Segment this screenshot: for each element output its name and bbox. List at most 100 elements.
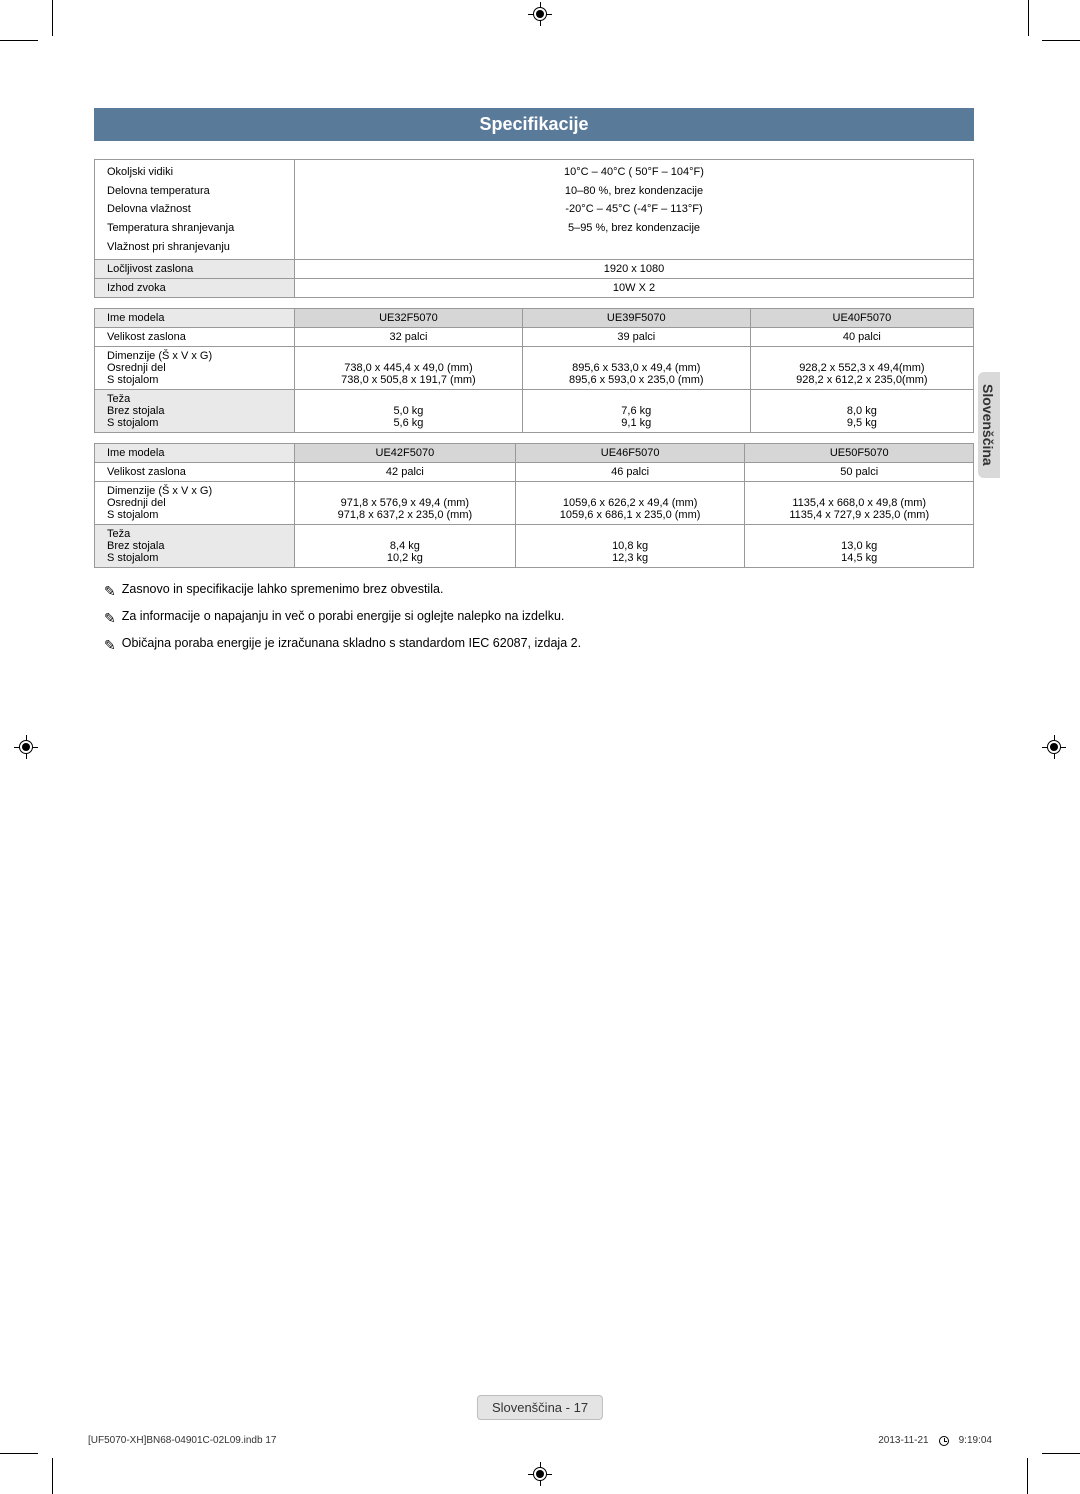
footer-filename: [UF5070-XH]BN68-04901C-02L09.indb 17 <box>88 1435 276 1446</box>
resolution-value: 1920 x 1080 <box>295 260 974 279</box>
footer-timestamp: 2013-11-21 9:19:04 <box>878 1435 992 1446</box>
dimension-value: 895,6 x 593,0 x 235,0 (mm) <box>531 374 742 386</box>
registration-mark-bottom <box>528 1462 552 1486</box>
dimensions-cell: 971,8 x 576,9 x 49,4 (mm) 971,8 x 637,2 … <box>295 482 516 525</box>
dimensions-cell: 928,2 x 552,3 x 49,4(mm) 928,2 x 612,2 x… <box>750 347 973 390</box>
registration-mark-left <box>14 735 38 759</box>
weight-cell: 5,0 kg 5,6 kg <box>295 390 523 433</box>
section-title: Specifikacije <box>94 108 974 141</box>
weight-value: 9,5 kg <box>759 417 965 429</box>
crop-line <box>52 1458 53 1494</box>
sound-output-label: Izhod zvoka <box>95 279 295 298</box>
page-container: Slovenščina Specifikacije Okoljski vidik… <box>82 42 998 1452</box>
screen-size-value: 39 palci <box>522 328 750 347</box>
note-text: Zasnovo in specifikacije lahko spremenim… <box>122 578 444 605</box>
weight-cell: 13,0 kg 14,5 kg <box>745 525 974 568</box>
weight-value: 8,4 kg <box>303 540 507 552</box>
env-row-label: Delovna temperatura <box>107 182 286 201</box>
note-text: Za informacije o napajanju in več o pora… <box>122 605 565 632</box>
dimensions-row-label: Osrednji del <box>107 497 286 509</box>
model-header: UE40F5070 <box>750 309 973 328</box>
env-row-value: 10–80 %, brez kondenzacije <box>303 182 965 201</box>
footer-time: 9:19:04 <box>959 1435 992 1446</box>
screen-size-value: 42 palci <box>295 463 516 482</box>
weight-header: Teža <box>107 528 286 540</box>
weight-value: 13,0 kg <box>753 540 965 552</box>
weight-cell: 7,6 kg 9,1 kg <box>522 390 750 433</box>
dimension-value: 928,2 x 552,3 x 49,4(mm) <box>759 362 965 374</box>
env-row-value: 10°C – 40°C ( 50°F – 104°F) <box>303 163 965 182</box>
note-text: Običajna poraba energije je izračunana s… <box>122 632 581 659</box>
crop-line <box>1042 1453 1080 1454</box>
dimensions-row-label: Osrednji del <box>107 362 286 374</box>
screen-size-value: 40 palci <box>750 328 973 347</box>
dimension-value: 1059,6 x 626,2 x 49,4 (mm) <box>524 497 737 509</box>
weight-value: 7,6 kg <box>531 405 742 417</box>
env-row-value: 5–95 %, brez kondenzacije <box>303 219 965 238</box>
screen-size-label: Velikost zaslona <box>95 328 295 347</box>
dimensions-cell: 895,6 x 533,0 x 49,4 (mm) 895,6 x 593,0 … <box>522 347 750 390</box>
clock-icon <box>939 1436 949 1446</box>
weight-row-label: Brez stojala <box>107 405 286 417</box>
language-side-tab: Slovenščina <box>978 372 1000 478</box>
crop-line <box>1042 40 1080 41</box>
note-item: ✎ Zasnovo in specifikacije lahko spremen… <box>94 578 974 605</box>
notes-section: ✎ Zasnovo in specifikacije lahko spremen… <box>94 578 974 658</box>
weight-cell: 10,8 kg 12,3 kg <box>515 525 745 568</box>
resolution-label: Ločljivost zaslona <box>95 260 295 279</box>
model-name-label: Ime modela <box>95 309 295 328</box>
screen-size-value: 46 palci <box>515 463 745 482</box>
weight-cell: 8,4 kg 10,2 kg <box>295 525 516 568</box>
weight-header: Teža <box>107 393 286 405</box>
dimensions-cell: 1135,4 x 668,0 x 49,8 (mm) 1135,4 x 727,… <box>745 482 974 525</box>
dimensions-labels: Dimenzije (Š x V x G) Osrednji del S sto… <box>95 347 295 390</box>
model-header: UE50F5070 <box>745 444 974 463</box>
weight-labels: Teža Brez stojala S stojalom <box>95 390 295 433</box>
weight-value: 8,0 kg <box>759 405 965 417</box>
weight-value: 9,1 kg <box>531 417 742 429</box>
model-header: UE39F5070 <box>522 309 750 328</box>
dimensions-header: Dimenzije (Š x V x G) <box>107 485 286 497</box>
model-header: UE32F5070 <box>295 309 523 328</box>
crop-line <box>1027 1458 1028 1494</box>
dimensions-labels: Dimenzije (Š x V x G) Osrednji del S sto… <box>95 482 295 525</box>
registration-mark-right <box>1042 735 1066 759</box>
weight-value: 10,2 kg <box>303 552 507 564</box>
env-row-value: -20°C – 45°C (-4°F – 113°F) <box>303 200 965 219</box>
sound-output-value: 10W X 2 <box>295 279 974 298</box>
screen-size-label: Velikost zaslona <box>95 463 295 482</box>
dimensions-header: Dimenzije (Š x V x G) <box>107 350 286 362</box>
crop-line <box>52 0 53 36</box>
weight-value: 5,0 kg <box>303 405 514 417</box>
dimensions-row-label: S stojalom <box>107 509 286 521</box>
dimension-value: 738,0 x 505,8 x 191,7 (mm) <box>303 374 514 386</box>
weight-labels: Teža Brez stojala S stojalom <box>95 525 295 568</box>
screen-size-value: 50 palci <box>745 463 974 482</box>
weight-value: 5,6 kg <box>303 417 514 429</box>
weight-value: 14,5 kg <box>753 552 965 564</box>
weight-value: 12,3 kg <box>524 552 737 564</box>
footer-date: 2013-11-21 <box>878 1435 928 1446</box>
dimension-value: 1059,6 x 686,1 x 235,0 (mm) <box>524 509 737 521</box>
weight-cell: 8,0 kg 9,5 kg <box>750 390 973 433</box>
note-item: ✎ Za informacije o napajanju in več o po… <box>94 605 974 632</box>
environment-table: Okoljski vidiki Delovna temperatura Delo… <box>94 159 974 298</box>
spec-table-1: Ime modela UE32F5070 UE39F5070 UE40F5070… <box>94 308 974 433</box>
dimensions-cell: 738,0 x 445,4 x 49,0 (mm) 738,0 x 505,8 … <box>295 347 523 390</box>
note-icon: ✎ <box>104 578 116 605</box>
registration-mark-top <box>528 2 552 26</box>
spec-table-2: Ime modela UE42F5070 UE46F5070 UE50F5070… <box>94 443 974 568</box>
dimension-value: 1135,4 x 727,9 x 235,0 (mm) <box>753 509 965 521</box>
content-area: Specifikacije Okoljski vidiki Delovna te… <box>94 108 974 658</box>
env-values: 10°C – 40°C ( 50°F – 104°F) 10–80 %, bre… <box>295 160 974 260</box>
dimension-value: 895,6 x 533,0 x 49,4 (mm) <box>531 362 742 374</box>
note-item: ✎ Običajna poraba energije je izračunana… <box>94 632 974 659</box>
env-row-label: Temperatura shranjevanja <box>107 219 286 238</box>
crop-line <box>1028 0 1029 36</box>
weight-row-label: S stojalom <box>107 417 286 429</box>
env-row-label: Delovna vlažnost <box>107 200 286 219</box>
crop-line <box>0 1453 38 1454</box>
env-labels: Okoljski vidiki Delovna temperatura Delo… <box>95 160 295 260</box>
page-number-badge: Slovenščina - 17 <box>477 1395 603 1420</box>
model-header: UE42F5070 <box>295 444 516 463</box>
